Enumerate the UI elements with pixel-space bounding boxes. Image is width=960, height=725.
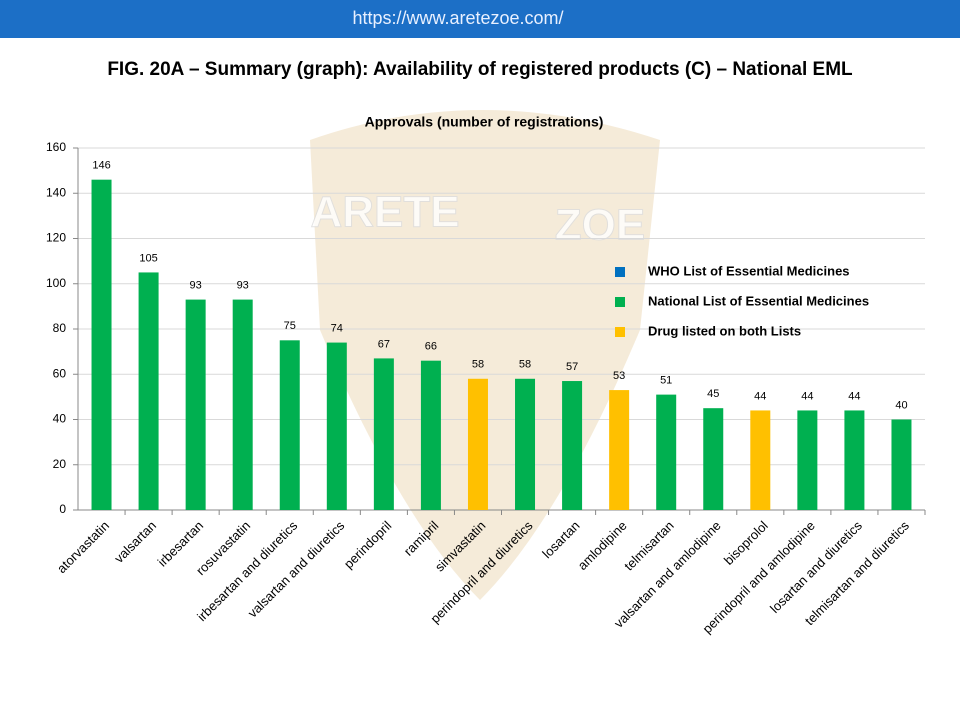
- bar: [609, 390, 630, 510]
- data-label: 75: [284, 320, 296, 332]
- data-label: 57: [566, 361, 578, 373]
- x-tick-label: perindopril: [341, 518, 395, 572]
- bar: [185, 299, 206, 510]
- legend-swatch: [615, 327, 625, 337]
- data-label: 105: [139, 252, 157, 264]
- bar: [467, 378, 488, 510]
- data-label: 146: [92, 160, 110, 172]
- data-label: 58: [519, 359, 531, 371]
- y-tick-label: 40: [53, 412, 67, 426]
- data-label: 58: [472, 359, 484, 371]
- bar: [420, 360, 441, 510]
- bar: [138, 272, 159, 510]
- watermark-text: ZOE: [555, 201, 645, 250]
- bar: [797, 410, 818, 510]
- data-label: 40: [895, 399, 907, 411]
- data-label: 93: [190, 279, 202, 291]
- data-label: 74: [331, 322, 343, 334]
- bar: [373, 358, 394, 510]
- x-tick-label: valsartan: [111, 518, 159, 566]
- data-label: 66: [425, 341, 437, 353]
- legend-label: National List of Essential Medicines: [648, 293, 869, 308]
- y-tick-label: 120: [46, 231, 66, 245]
- legend-label: WHO List of Essential Medicines: [648, 263, 850, 278]
- y-tick-label: 20: [53, 457, 67, 471]
- data-label: 44: [848, 390, 860, 402]
- x-tick-label: losartan: [539, 518, 582, 561]
- y-tick-label: 80: [53, 321, 67, 335]
- data-label: 67: [378, 338, 390, 350]
- bar: [232, 299, 253, 510]
- data-label: 44: [801, 390, 813, 402]
- x-tick-label: losartan and diuretics: [767, 518, 865, 616]
- figure-title: FIG. 20A – Summary (graph): Availability…: [107, 59, 853, 80]
- watermark-text: ARETE: [310, 188, 459, 237]
- url: https://www.aretezoe.com/: [352, 8, 563, 28]
- bar: [91, 179, 112, 511]
- bar: [703, 408, 724, 510]
- banner: [0, 0, 960, 38]
- data-label: 45: [707, 388, 719, 400]
- chart-title: Approvals (number of registrations): [365, 114, 604, 130]
- data-label: 53: [613, 370, 625, 382]
- x-tick-label: amlodipine: [575, 518, 630, 573]
- bar: [750, 410, 771, 510]
- bar: [515, 378, 536, 510]
- data-label: 44: [754, 390, 766, 402]
- shield: [310, 110, 660, 600]
- x-tick-label: atorvastatin: [54, 518, 112, 576]
- bar: [279, 340, 300, 510]
- data-label: 51: [660, 375, 672, 387]
- bar: [844, 410, 865, 510]
- y-tick-label: 100: [46, 276, 66, 290]
- data-label: 93: [237, 279, 249, 291]
- x-tick-label: bisoprolol: [721, 518, 771, 568]
- y-tick-label: 60: [53, 366, 67, 380]
- bar: [891, 419, 912, 510]
- x-tick-label: valsartan and diuretics: [245, 518, 348, 621]
- legend-swatch: [615, 297, 625, 307]
- y-tick-label: 140: [46, 185, 66, 199]
- bar: [656, 394, 677, 510]
- bar: [326, 342, 347, 510]
- legend-swatch: [615, 267, 625, 277]
- watermark: [310, 110, 660, 600]
- bar: [562, 381, 583, 510]
- y-tick-label: 160: [46, 140, 66, 154]
- legend-label: Drug listed on both Lists: [648, 323, 801, 338]
- y-tick-label: 0: [59, 502, 66, 516]
